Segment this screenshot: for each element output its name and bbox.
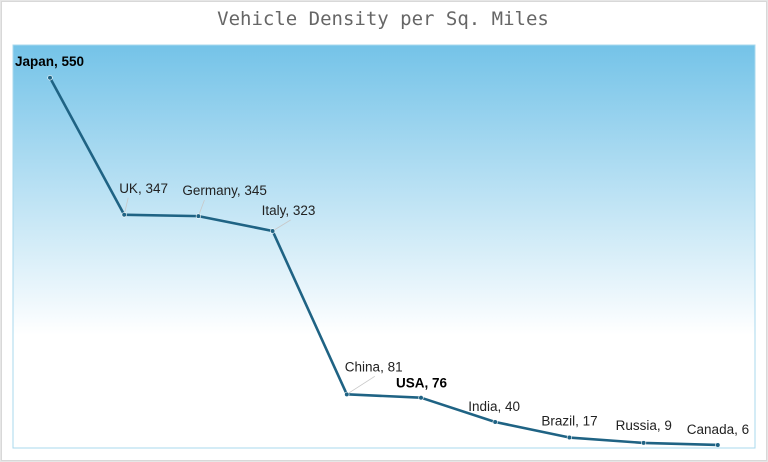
leader-line [198,199,205,217]
data-point-uk[interactable] [121,212,127,218]
data-label-india: India, 40 [468,399,520,414]
data-point-india[interactable] [492,419,498,425]
data-label-germany: Germany, 345 [182,183,267,198]
data-label-italy: Italy, 323 [262,203,316,218]
plot-area [12,44,756,449]
data-label-usa: USA, 76 [396,376,448,391]
data-label-canada: Canada, 6 [687,422,749,437]
data-point-germany[interactable] [195,213,201,219]
data-label-brazil: Brazil, 17 [541,414,597,429]
chart-title: Vehicle Density per Sq. Miles [217,8,549,30]
data-point-italy[interactable] [270,228,276,234]
data-label-russia: Russia, 9 [616,418,672,433]
data-label-china: China, 81 [345,359,403,374]
leader-line [123,197,129,215]
data-point-brazil[interactable] [566,434,573,441]
data-label-japan: Japan, 550 [15,54,84,69]
leader-line [272,219,291,232]
series-line [48,77,718,447]
data-point-canada[interactable] [715,442,721,448]
data-label-uk: UK, 347 [119,181,168,196]
data-point-usa[interactable] [418,395,424,401]
data-point-japan[interactable] [47,75,53,81]
data-point-russia[interactable] [640,440,647,446]
leader-line [346,375,376,395]
data-point-china[interactable] [344,391,350,397]
